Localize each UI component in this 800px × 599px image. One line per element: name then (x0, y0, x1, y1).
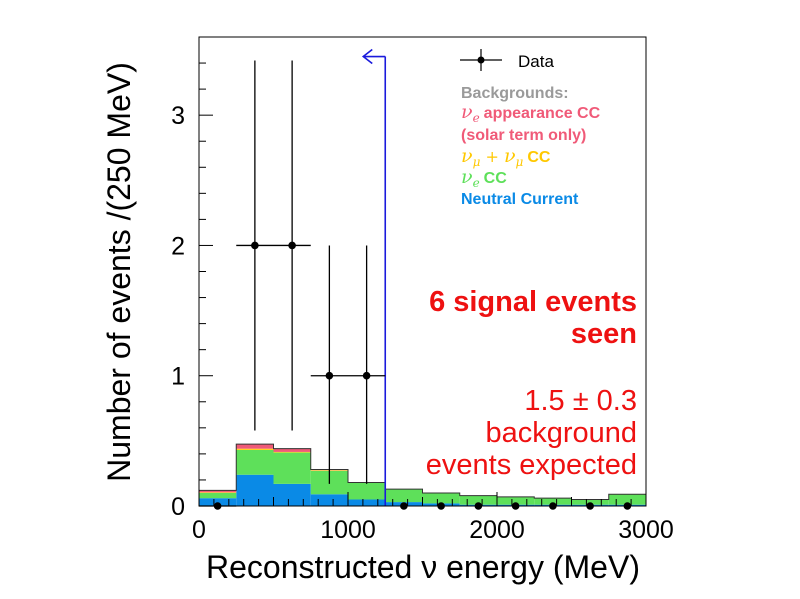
histogram-bar-series1-bin0 (199, 492, 237, 499)
data-points (199, 60, 632, 510)
histogram-bar-series0-bin2 (273, 483, 311, 506)
histogram-bar-series0-bin4 (348, 499, 386, 506)
annotations: 6 signal events seen 1.5 ± 0.3 backgroun… (426, 286, 637, 481)
legend-neutral-current: Neutral Current (461, 191, 579, 208)
histogram-bar-series1-bin7 (459, 495, 497, 505)
histogram-bar-series1-bin6 (422, 492, 460, 504)
histogram-bar-series1-bin9 (534, 498, 572, 505)
legend-data-label: Data (518, 52, 554, 71)
histogram-bar-series2-bin0 (199, 492, 237, 493)
histogram-bar-series1-bin10 (571, 499, 609, 505)
histogram-bar-series0-bin3 (310, 494, 348, 506)
signal-cut (361, 48, 387, 506)
y-tick-label-0: 0 (171, 493, 185, 521)
histogram-bar-series1-bin1 (236, 449, 274, 475)
data-marker-4 (362, 371, 371, 380)
cut-arrowhead (361, 48, 373, 65)
legend-nue: νe CC (461, 166, 507, 190)
background-annotation-line3: events expected (426, 449, 637, 481)
y-tick-label-2: 2 (171, 232, 185, 260)
histogram-bar-series3-bin0 (199, 490, 237, 493)
background-annotation-line1: 1.5 ± 0.3 (524, 385, 637, 417)
data-point-2 (273, 60, 311, 431)
x-axis-label: Reconstructed ν energy (MeV) (206, 549, 640, 585)
legend-nue-appearance-note: (solar term only) (461, 127, 586, 144)
signal-annotation-line2: seen (571, 318, 637, 350)
x-tick-label-3000: 3000 (618, 516, 674, 544)
histogram-bar-series1-bin2 (273, 452, 311, 484)
y-tick-label-3: 3 (171, 102, 185, 130)
x-tick-label-2000: 2000 (469, 516, 525, 544)
histogram-bar-series1-bin8 (497, 496, 535, 505)
data-marker-1 (251, 241, 259, 250)
legend-nue-appearance: νe appearance CC (461, 101, 601, 125)
signal-annotation-line1: 6 signal events (429, 286, 637, 318)
histogram-bar-series0-bin1 (236, 474, 274, 506)
y-axis-label: Number of events /(250 MeV) (101, 62, 137, 482)
histogram-bar-series2-bin1 (236, 448, 274, 450)
y-tick-label-1: 1 (171, 363, 185, 391)
axis-ticks (198, 36, 647, 507)
histogram-bar-series2-bin2 (273, 451, 311, 453)
histogram-bar-series3-bin2 (273, 448, 311, 452)
histogram-bar-series3-bin1 (236, 444, 274, 449)
histogram-bar-series1-bin5 (385, 489, 423, 503)
data-point-3 (310, 245, 348, 484)
histogram-bar-series0-bin0 (199, 498, 237, 506)
data-marker-3 (325, 371, 334, 380)
x-tick-label-1000: 1000 (320, 516, 376, 544)
x-tick-label-0: 0 (192, 516, 206, 544)
legend: Data Backgrounds: νe appearance CC (solar… (460, 49, 601, 208)
legend-data-marker (460, 49, 502, 71)
legend-backgrounds-title: Backgrounds: (461, 85, 569, 102)
legend-numu: νμ + νμ CC (461, 145, 551, 169)
data-point-1 (236, 60, 274, 431)
background-annotation-line2: background (485, 417, 637, 449)
histogram-bar-series1-bin11 (608, 494, 646, 505)
histogram-bar-series1-bin4 (348, 482, 386, 500)
data-point-4 (348, 245, 386, 484)
data-marker-2 (288, 241, 296, 250)
axis-tick-labels: 0 1000 2000 3000 0 1 2 3 (171, 102, 674, 544)
